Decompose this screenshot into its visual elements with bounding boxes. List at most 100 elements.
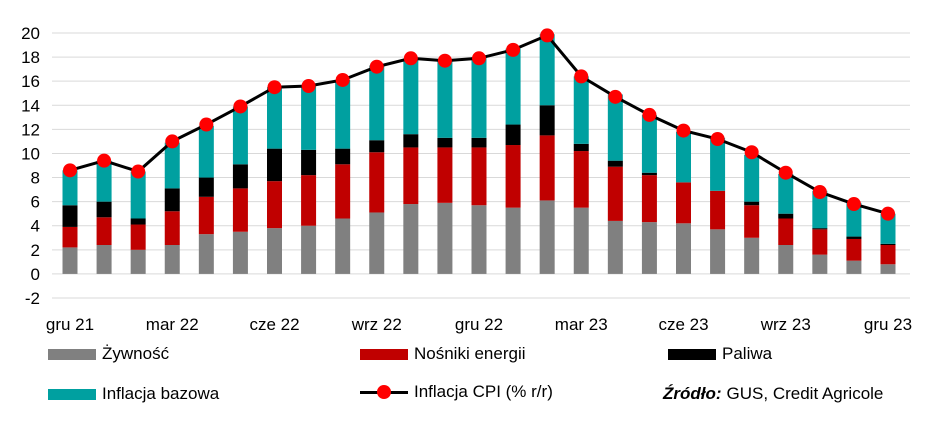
x-tick-label: gru 22	[455, 315, 503, 334]
bar-segment	[437, 202, 453, 274]
y-tick-label: 8	[31, 169, 40, 188]
bar-segment	[96, 217, 112, 245]
bar-segment	[267, 87, 282, 149]
bar-segment	[369, 152, 385, 213]
x-tick-label: cze 22	[249, 315, 299, 334]
bar-segment	[267, 148, 282, 182]
bar-segment	[403, 147, 419, 205]
cpi-point	[710, 132, 725, 146]
cpi-point	[540, 28, 555, 43]
bar-segment	[539, 105, 555, 136]
bar-segment	[880, 243, 896, 245]
bar-segment	[301, 225, 317, 274]
bar-segment	[96, 201, 112, 218]
bar-segment	[369, 140, 385, 153]
bar-segment	[676, 182, 691, 224]
bar-segment	[539, 200, 555, 274]
bar-segment	[301, 86, 317, 150]
cpi-point	[63, 163, 77, 178]
bar-segment	[846, 260, 862, 274]
y-tick-label: 4	[31, 217, 40, 236]
bar-segment	[232, 164, 248, 189]
bar-segment	[744, 237, 760, 274]
cpi-point	[608, 89, 623, 104]
bar-segment	[710, 137, 726, 191]
x-tick-label: gru 23	[864, 315, 912, 334]
bar-segment	[641, 172, 657, 176]
bar-segment	[62, 170, 78, 206]
bar-segment	[164, 188, 180, 212]
bar-segment	[539, 135, 555, 201]
bar-segment	[267, 228, 282, 274]
bar-segment	[880, 264, 896, 274]
bar-segment	[301, 175, 317, 226]
x-axis-ticks: gru 21 mar 22 cze 22 wrz 22 gru 22 mar 23 cze …	[46, 315, 912, 334]
bar-segment	[437, 137, 453, 148]
bar-segment	[130, 224, 146, 250]
cpi-point	[744, 145, 759, 160]
bar-segment	[812, 228, 828, 230]
bar-segment	[335, 218, 351, 274]
y-axis-ticks: -2 0 2 4 6 8 10 12 14 16 18 20	[21, 24, 40, 308]
bar-segment	[335, 79, 351, 149]
bar-segment	[164, 245, 180, 274]
bar-segment	[130, 249, 146, 274]
bar-segment	[164, 211, 180, 245]
cpi-point	[812, 185, 827, 199]
bar-segment	[744, 201, 760, 206]
bar-segment	[778, 173, 794, 214]
bar-segment	[267, 181, 282, 229]
y-tick-label: -2	[25, 289, 40, 308]
y-tick-label: 16	[21, 72, 40, 91]
bar-segment	[505, 124, 521, 146]
x-tick-label: mar 22	[146, 315, 199, 334]
bar-segment	[369, 65, 385, 141]
bar-segment	[505, 207, 521, 274]
bar-segment	[198, 196, 214, 235]
y-tick-label: 0	[31, 265, 40, 284]
cpi-point	[846, 197, 861, 212]
cpi-point	[97, 153, 112, 168]
bar-segment	[232, 106, 248, 165]
bar-segment	[130, 171, 146, 219]
cpi-point	[881, 206, 895, 221]
bar-segment	[164, 142, 180, 189]
bar-segment	[539, 34, 555, 106]
cpi-line-group	[63, 28, 895, 221]
bar-segment	[607, 94, 623, 161]
bar-segment	[130, 218, 146, 225]
bar-segment	[812, 254, 828, 274]
bar-segment	[846, 236, 862, 239]
cpi-point	[165, 134, 180, 149]
y-tick-label: 18	[21, 48, 40, 67]
y-tick-label: 12	[21, 120, 40, 139]
bar-segment	[573, 76, 589, 144]
bar-segment	[573, 151, 589, 208]
bar-segment	[505, 48, 521, 125]
bar-segment	[573, 207, 589, 274]
bar-segment	[437, 147, 453, 203]
bar-segment	[744, 154, 760, 202]
bar-segment	[710, 229, 726, 274]
bar-segment	[335, 148, 351, 165]
bar-segment	[573, 143, 589, 152]
bar-segment	[471, 147, 487, 206]
bar-segment	[676, 131, 691, 183]
cpi-point	[574, 69, 589, 84]
bar-segment	[607, 160, 623, 167]
y-tick-label: 6	[31, 193, 40, 212]
bar-segment	[232, 231, 248, 274]
cpi-point	[437, 53, 452, 68]
bar-segment	[812, 190, 828, 229]
bar-segment	[607, 220, 623, 274]
bar-segment	[607, 166, 623, 221]
bar-segment	[641, 175, 657, 223]
bar-segment	[198, 234, 214, 274]
x-tick-label: wrz 23	[760, 315, 811, 334]
cpi-point	[778, 165, 793, 180]
bar-segment	[778, 245, 794, 274]
bar-segment	[846, 202, 862, 237]
cpi-point	[403, 51, 418, 66]
bar-segment	[710, 190, 726, 230]
